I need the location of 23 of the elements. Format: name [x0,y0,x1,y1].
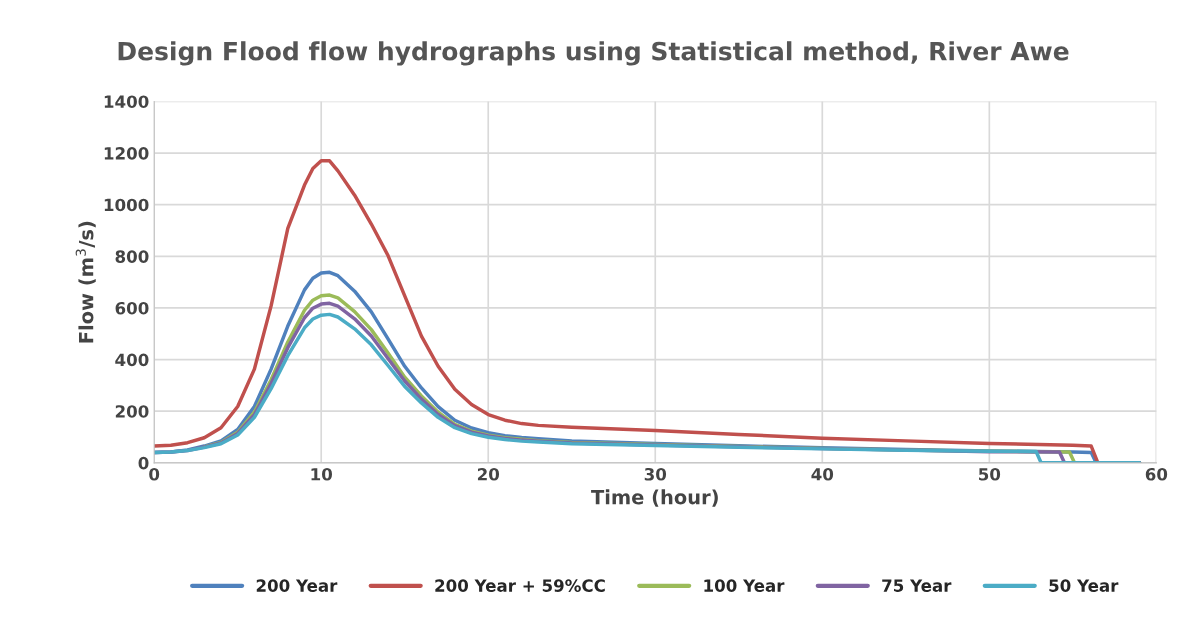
legend-label: 200 Year [256,579,338,592]
x-tick-label: 30 [644,467,667,481]
x-tick-label: 0 [149,467,160,481]
y-axis-title: Flow (m$^{3}$/s) [75,221,96,343]
y-tick-label: 1200 [104,147,149,160]
x-tick-label: 10 [311,467,333,481]
y-tick-label: 1400 [104,95,149,109]
legend-label: 100 Year [704,579,785,592]
y-tick-label: 800 [115,250,149,263]
legend-label: 75 Year [882,579,952,592]
y-tick-label: 200 [115,405,149,418]
x-tick-label: 20 [477,467,500,481]
x-axis-title: Time (hour) [591,489,718,507]
y-tick-label: 1000 [104,198,149,212]
legend-label: 50 Year [1049,579,1119,592]
x-tick-label: 40 [811,467,834,481]
y-tick-label: 600 [115,301,149,315]
y-tick-label: 0 [138,456,149,470]
y-tick-label: 400 [115,353,149,367]
legend-label: 200 Year + 59%CC [435,579,605,592]
chart-title: Design Flood flow hydrographs using Statistical method, River Awe [118,41,1069,66]
x-tick-label: 50 [979,467,1001,481]
x-tick-label: 60 [1145,467,1168,481]
